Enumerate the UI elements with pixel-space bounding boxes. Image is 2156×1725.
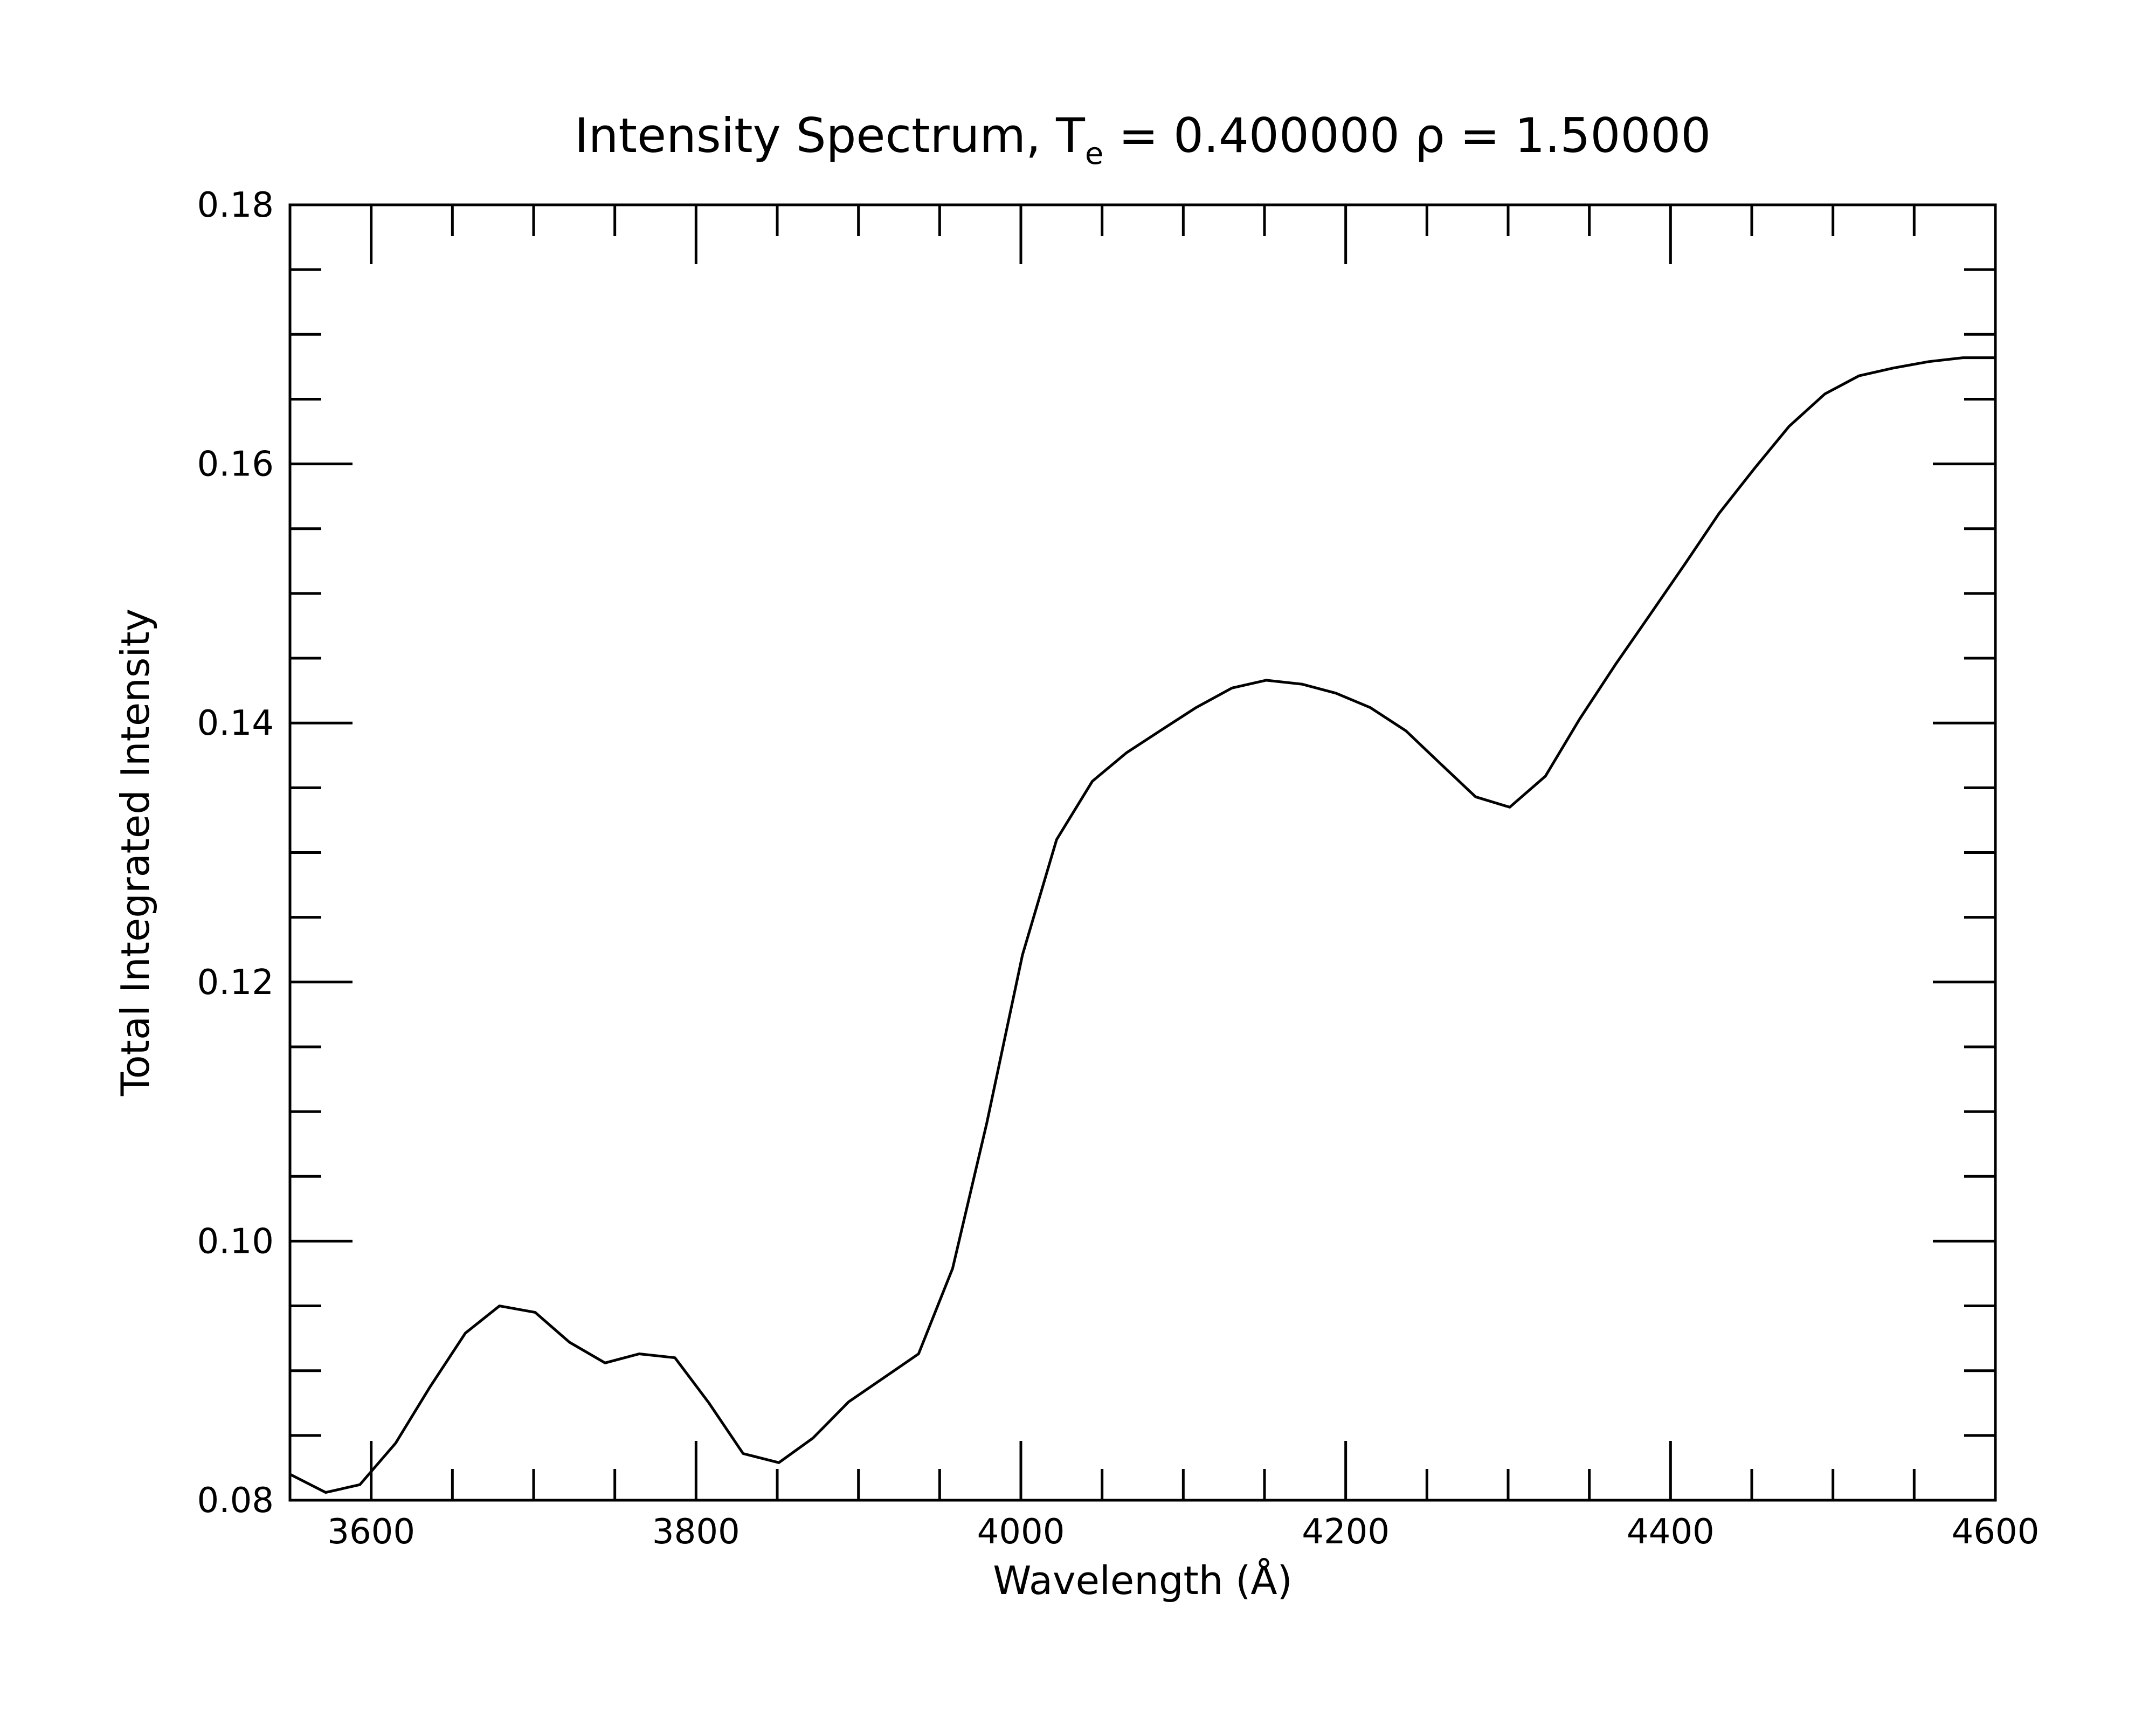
axis-ticks: [288, 203, 1997, 1502]
y-tick-label: 0.08: [197, 1481, 274, 1521]
y-tick-label: 0.18: [197, 185, 274, 225]
y-tick-label: 0.16: [197, 445, 274, 485]
plot-frame: [288, 203, 1997, 1502]
title-main: Intensity Spectrum, T: [575, 108, 1086, 163]
y-tick-label: 0.12: [197, 963, 274, 1003]
y-axis-title: Total Integrated Intensity: [113, 609, 158, 1096]
chart-title: Intensity Spectrum, Te = 0.400000 ρ = 1.…: [575, 108, 1711, 171]
title-rest: = 0.400000 ρ = 1.50000: [1103, 108, 1711, 163]
x-tick-label: 4000: [977, 1512, 1065, 1552]
x-tick-label: 4200: [1302, 1512, 1390, 1552]
y-tick-label: 0.14: [197, 703, 274, 743]
title-subscript: e: [1085, 136, 1103, 171]
x-tick-label: 3800: [652, 1512, 740, 1552]
tick-labels: 3600 3800 4000 4200 4400 4600 0.08 0.10 0.12 0.14…: [197, 185, 2040, 1552]
y-tick-label: 0.10: [197, 1222, 274, 1261]
series-line: [289, 356, 1995, 1494]
x-tick-label: 4600: [1952, 1512, 2040, 1552]
x-tick-label: 3600: [327, 1512, 415, 1552]
x-axis-title: Wavelength (Å): [993, 1558, 1292, 1603]
x-tick-label: 4400: [1627, 1512, 1715, 1552]
